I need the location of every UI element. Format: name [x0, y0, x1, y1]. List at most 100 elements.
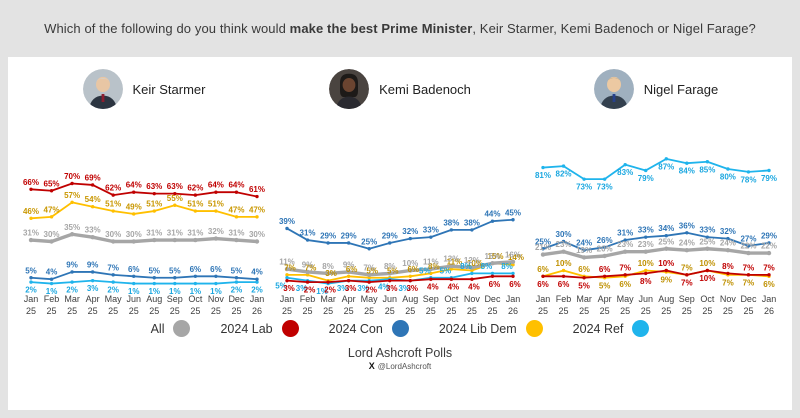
value-label: 3%	[398, 284, 410, 293]
value-label: 69%	[85, 173, 101, 182]
data-point	[152, 191, 156, 196]
data-point	[684, 248, 690, 253]
legend-item-all: All	[151, 320, 191, 337]
value-label: 45%	[505, 208, 521, 217]
x-tick-year: 26	[508, 306, 518, 316]
value-label: 83%	[617, 168, 633, 177]
value-label: 9%	[660, 275, 672, 284]
legend-item-lab: 2024 Lab	[220, 320, 299, 337]
value-label: 5%	[599, 281, 611, 290]
value-label: 31%	[23, 229, 39, 238]
series-line-2024-con	[286, 218, 514, 250]
series-line-2024-lib-dem	[287, 262, 514, 282]
value-label: 62%	[105, 184, 121, 193]
value-label: 79%	[638, 174, 654, 183]
value-label: 32%	[402, 227, 418, 236]
series-line-all	[30, 232, 258, 244]
x-tick-year: 25	[641, 306, 651, 316]
value-label: 62%	[187, 184, 203, 193]
value-label: 66%	[23, 178, 39, 187]
x-tick-month: Aug	[402, 294, 418, 304]
data-point	[70, 270, 74, 274]
data-point	[111, 273, 115, 277]
data-point	[152, 237, 157, 243]
value-label: 4%	[378, 283, 390, 292]
data-point	[541, 247, 545, 251]
value-label: 5%	[275, 281, 287, 290]
x-tick-month: Sep	[423, 294, 439, 304]
value-label: 4%	[468, 283, 480, 292]
value-label: 6%	[190, 265, 202, 274]
legend-label: 2024 Lab	[220, 321, 273, 336]
series-line-2024-lab	[30, 182, 258, 198]
value-label: 6%	[210, 265, 222, 274]
question-title-bar: Which of the following do you think woul…	[0, 0, 800, 56]
data-point	[326, 241, 330, 245]
value-label: 25%	[699, 237, 715, 246]
data-point	[193, 281, 198, 286]
chart-keir-starmer: Jan 25 Feb 25 Mar 25 Apr 25 May 25 Jun 25 Aug 25 Sep 25…	[23, 172, 265, 316]
value-label: 23%	[617, 240, 633, 249]
value-label: 7%	[743, 278, 755, 287]
value-label: 33%	[699, 226, 715, 235]
data-point	[623, 238, 627, 242]
value-label: 5%	[25, 266, 37, 275]
value-label: 8%	[322, 262, 334, 271]
value-label: 29%	[761, 231, 777, 240]
data-point	[49, 189, 54, 193]
legend: All 2024 Lab 2024 Con 2024 Lib Dem 2024 …	[8, 320, 792, 337]
value-label: 70%	[64, 172, 80, 181]
value-label: 9%	[302, 260, 314, 269]
data-point	[214, 274, 218, 278]
data-point	[305, 273, 310, 277]
value-label: 3%	[296, 284, 308, 293]
value-label: 6%	[763, 280, 775, 289]
data-point	[234, 237, 239, 243]
x-tick-year: 26	[252, 306, 262, 316]
value-label: 20%	[597, 245, 613, 254]
data-point	[131, 239, 136, 244]
x-tick-year: 25	[231, 306, 241, 316]
value-label: 47%	[249, 205, 265, 214]
data-point	[325, 271, 331, 276]
data-point	[469, 265, 475, 270]
value-label: 61%	[249, 185, 265, 194]
data-point	[305, 238, 310, 242]
series-line-2024-lib-dem	[30, 201, 257, 220]
x-tick-month: Jun	[126, 294, 141, 304]
data-point	[767, 273, 771, 277]
x-tick-year: 25	[170, 306, 180, 316]
data-point	[623, 162, 627, 167]
data-point	[285, 226, 289, 231]
data-point	[110, 239, 116, 244]
data-point	[173, 203, 177, 207]
x-tick-year: 25	[661, 306, 671, 316]
data-point	[193, 237, 198, 243]
data-point	[90, 183, 95, 187]
value-label: 47%	[228, 205, 244, 214]
value-label: 7%	[681, 263, 693, 272]
data-point	[449, 263, 454, 269]
value-label: 3%	[357, 284, 369, 293]
data-point	[173, 191, 177, 196]
data-point	[644, 271, 648, 276]
value-label: 51%	[146, 200, 162, 209]
value-label: 27%	[740, 234, 756, 243]
value-label: 55%	[167, 194, 183, 203]
value-label: 33%	[638, 226, 654, 235]
data-point	[664, 268, 668, 273]
data-point	[408, 274, 412, 278]
value-label: 7%	[743, 263, 755, 272]
value-label: 64%	[228, 181, 244, 190]
data-point	[581, 255, 587, 260]
data-point	[214, 209, 218, 213]
value-label: 31%	[167, 229, 183, 238]
value-label: 31%	[228, 229, 244, 238]
data-point	[429, 271, 433, 276]
data-point	[602, 245, 607, 249]
data-point	[234, 190, 239, 194]
value-label: 10%	[699, 259, 715, 268]
value-label: 29%	[320, 231, 336, 240]
series-line-all	[542, 247, 769, 260]
x-tick-month: Oct	[188, 294, 203, 304]
